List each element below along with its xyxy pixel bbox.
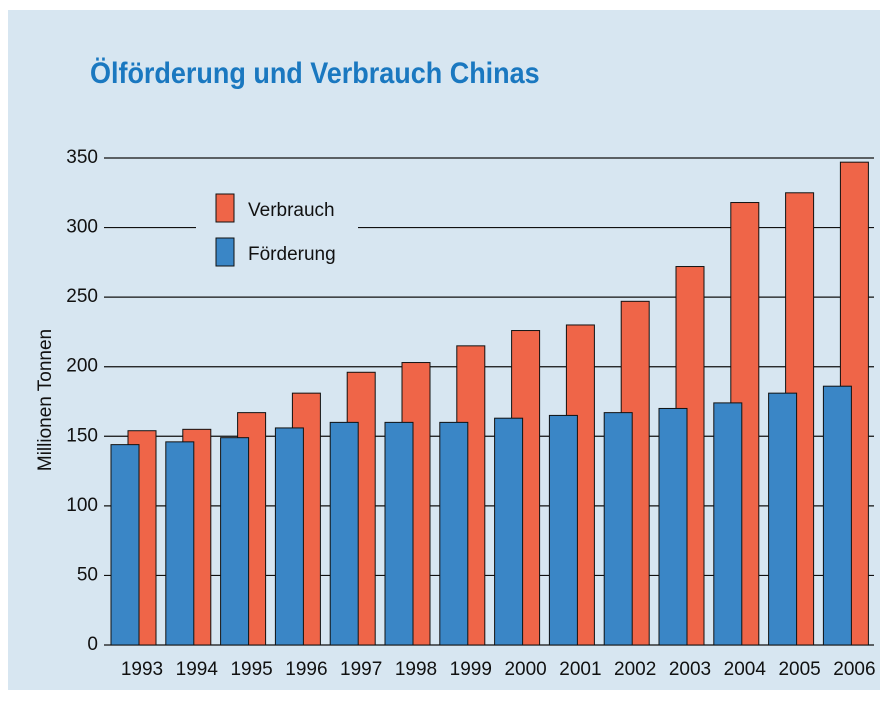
x-tick-label: 1996	[285, 659, 327, 680]
bar	[713, 402, 743, 646]
legend-swatch	[215, 237, 235, 267]
bar	[110, 444, 140, 646]
y-tick-label: 0	[87, 634, 98, 655]
x-tick-label: 1994	[176, 659, 219, 680]
bar	[768, 392, 798, 646]
bar	[220, 437, 250, 646]
bar	[439, 421, 469, 646]
bar	[658, 407, 688, 646]
bar	[165, 441, 195, 646]
legend-label: Verbrauch	[248, 200, 335, 221]
x-tick-label: 1997	[340, 659, 382, 680]
x-tick-label: 2006	[833, 659, 875, 680]
legend-label: Förderung	[248, 244, 336, 265]
x-tick-label: 2005	[778, 659, 820, 680]
bar	[274, 427, 304, 646]
y-tick-label: 300	[66, 217, 98, 238]
x-tick-label: 2004	[724, 659, 767, 680]
x-tick-label: 1995	[230, 659, 272, 680]
bar	[384, 421, 414, 646]
bar	[494, 417, 524, 646]
x-tick-label: 1999	[450, 659, 492, 680]
x-tick-label: 1998	[395, 659, 437, 680]
x-tick-label: 2002	[614, 659, 656, 680]
bar	[548, 414, 578, 646]
legend-swatch	[215, 193, 235, 223]
y-tick-label: 100	[66, 495, 98, 516]
x-tick-label: 2000	[504, 659, 546, 680]
y-tick-label: 250	[66, 286, 98, 307]
bar	[329, 421, 359, 646]
y-axis-label: Millionen Tonnen	[35, 329, 56, 471]
y-tick-label: 350	[66, 147, 98, 168]
y-tick-label: 50	[77, 564, 98, 585]
bar	[822, 385, 852, 646]
y-tick-label: 150	[66, 425, 98, 446]
x-tick-label: 2001	[559, 659, 601, 680]
x-tick-label: 2003	[669, 659, 711, 680]
plot: 0 50 100 150 200 250 300 350 1993 1994 1995 1996 199…	[66, 147, 875, 680]
chart-title: Ölförderung und Verbrauch Chinas	[90, 57, 540, 91]
x-tick-label: 1993	[121, 659, 163, 680]
y-tick-label: 200	[66, 356, 98, 377]
bar	[603, 412, 633, 646]
